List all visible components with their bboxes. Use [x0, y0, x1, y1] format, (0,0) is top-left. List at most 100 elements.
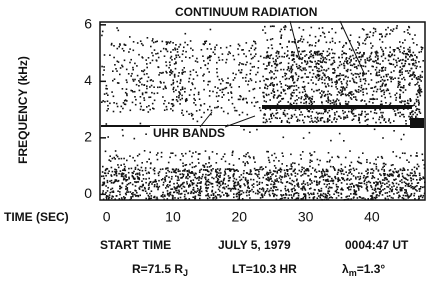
noise-dot	[270, 176, 272, 178]
noise-dot	[324, 183, 326, 185]
noise-dot	[399, 81, 401, 83]
noise-dot	[402, 52, 404, 54]
noise-dot	[276, 109, 278, 111]
noise-dot	[338, 57, 340, 59]
noise-dot	[366, 34, 368, 36]
noise-dot	[195, 198, 197, 200]
noise-dot	[180, 79, 182, 81]
noise-dot	[304, 50, 306, 52]
noise-dot	[343, 116, 345, 118]
noise-dot	[333, 103, 335, 105]
noise-dot	[108, 159, 110, 161]
noise-dot	[178, 46, 180, 48]
noise-dot	[154, 167, 156, 169]
noise-dot	[318, 170, 320, 172]
noise-dot	[276, 84, 278, 86]
noise-dot	[273, 160, 275, 162]
noise-dot	[320, 66, 322, 68]
noise-dot	[316, 171, 318, 173]
noise-dot	[157, 87, 159, 89]
noise-dot	[296, 116, 298, 118]
noise-dot	[317, 70, 319, 72]
noise-dot	[389, 51, 391, 53]
noise-dot	[197, 182, 199, 184]
noise-dot	[380, 190, 382, 192]
noise-dot	[241, 179, 243, 181]
noise-dot	[303, 39, 305, 41]
noise-dot	[383, 163, 385, 165]
noise-dot	[389, 191, 391, 193]
noise-dot	[199, 98, 201, 100]
noise-dot	[409, 34, 411, 36]
noise-dot	[302, 189, 304, 191]
noise-dot	[203, 80, 205, 82]
noise-dot	[282, 76, 284, 78]
noise-dot	[198, 189, 200, 191]
noise-dot	[402, 152, 404, 154]
noise-dot	[333, 60, 335, 62]
noise-dot	[304, 61, 306, 63]
noise-dot	[399, 101, 401, 103]
noise-dot	[419, 111, 421, 113]
noise-dot	[242, 49, 244, 51]
noise-dot	[297, 68, 299, 70]
noise-dot	[149, 109, 151, 111]
noise-dot	[322, 57, 324, 59]
noise-dot	[229, 168, 231, 170]
noise-dot	[163, 103, 165, 105]
noise-dot	[190, 74, 192, 76]
noise-dot	[246, 190, 248, 192]
noise-dot	[316, 182, 318, 184]
noise-dot	[303, 193, 305, 195]
noise-dot	[361, 113, 363, 115]
noise-dot	[314, 52, 316, 54]
noise-dot	[303, 29, 305, 31]
noise-dot	[389, 188, 391, 190]
noise-dot	[348, 189, 350, 191]
noise-dot	[337, 88, 339, 90]
noise-dot	[284, 53, 286, 55]
band-line	[101, 125, 411, 127]
noise-dot	[367, 169, 369, 171]
noise-dot	[311, 160, 313, 162]
noise-dot	[140, 123, 142, 125]
noise-dot	[279, 95, 281, 97]
noise-dot	[382, 112, 384, 114]
noise-dot	[268, 47, 270, 49]
noise-dot	[178, 177, 180, 179]
noise-dot	[309, 35, 311, 37]
noise-dot	[123, 158, 125, 160]
noise-dot	[415, 68, 417, 70]
noise-dot	[323, 50, 325, 52]
noise-dot	[181, 95, 183, 97]
noise-dot	[385, 192, 387, 194]
noise-dot	[333, 72, 335, 74]
noise-dot	[291, 168, 293, 170]
noise-dot	[284, 110, 286, 112]
noise-dot	[372, 189, 374, 191]
noise-dot	[263, 122, 265, 124]
noise-dot	[185, 56, 187, 58]
noise-dot	[145, 190, 147, 192]
noise-dot	[172, 89, 174, 91]
noise-dot	[403, 167, 405, 169]
noise-dot	[184, 91, 186, 93]
noise-dot	[321, 173, 323, 175]
noise-dot	[293, 188, 295, 190]
noise-dot	[178, 179, 180, 181]
noise-dot	[355, 177, 357, 179]
noise-dot	[168, 67, 170, 69]
noise-dot	[329, 59, 331, 61]
noise-dot	[175, 89, 177, 91]
noise-dot	[203, 60, 205, 62]
noise-dot	[251, 189, 253, 191]
noise-dot	[385, 198, 387, 200]
noise-dot	[310, 50, 312, 52]
noise-dot	[225, 169, 227, 171]
noise-dot	[284, 114, 286, 116]
noise-dot	[327, 171, 329, 173]
noise-dot	[122, 88, 124, 90]
noise-dot	[318, 182, 320, 184]
noise-dot	[267, 55, 269, 57]
noise-dot	[170, 69, 172, 71]
